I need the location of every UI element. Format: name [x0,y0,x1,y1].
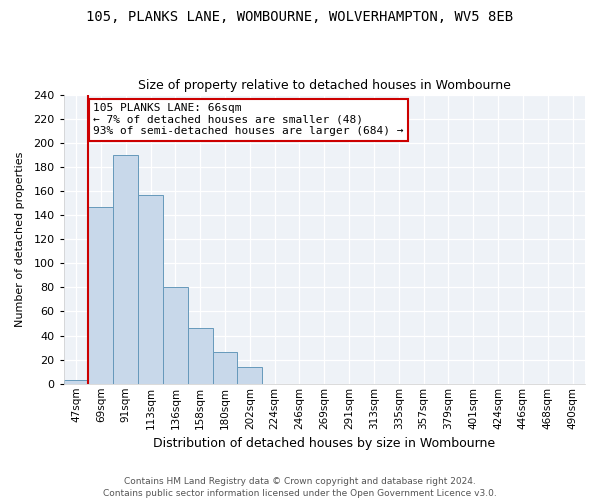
Bar [212,352,238,384]
Text: 105 PLANKS LANE: 66sqm
← 7% of detached houses are smaller (48)
93% of semi-deta: 105 PLANKS LANE: 66sqm ← 7% of detached … [94,103,404,136]
Text: Contains HM Land Registry data © Crown copyright and database right 2024.
Contai: Contains HM Land Registry data © Crown c… [103,476,497,498]
Bar [163,288,188,384]
Bar [113,155,138,384]
Bar [88,206,113,384]
Bar [64,380,88,384]
X-axis label: Distribution of detached houses by size in Wombourne: Distribution of detached houses by size … [153,437,496,450]
Bar [188,328,212,384]
Bar [238,367,262,384]
Text: 105, PLANKS LANE, WOMBOURNE, WOLVERHAMPTON, WV5 8EB: 105, PLANKS LANE, WOMBOURNE, WOLVERHAMPT… [86,10,514,24]
Bar [138,194,163,384]
Y-axis label: Number of detached properties: Number of detached properties [15,152,25,327]
Title: Size of property relative to detached houses in Wombourne: Size of property relative to detached ho… [138,79,511,92]
